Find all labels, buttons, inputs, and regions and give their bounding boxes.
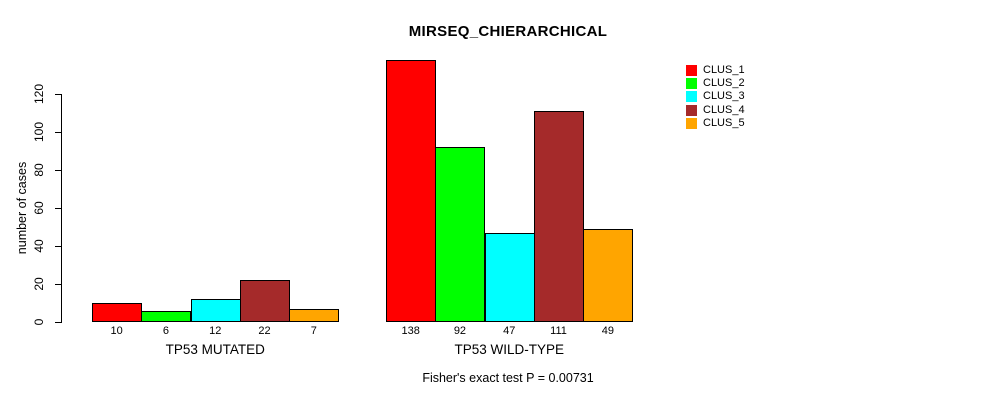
chart-title: MIRSEQ_CHIERARCHICAL [408,23,608,40]
y-axis-tick [55,246,61,247]
bar-value-label: 10 [110,325,123,337]
y-axis-tick-label: 0 [32,318,46,326]
y-axis-tick [55,132,61,133]
bar-clus_5-group2 [583,229,633,322]
bar-value-label: 22 [258,325,271,337]
legend-item-clus_5: CLUS_5 [686,117,745,130]
y-axis-tick-label: 120 [32,83,46,105]
y-axis-tick [55,170,61,171]
y-axis-tick-label: 100 [32,121,46,143]
group-label: TP53 MUTATED [165,342,265,357]
bar-clus_3-group1 [191,299,241,322]
bar-clus_1-group1 [92,303,142,322]
bar-value-label: 49 [601,325,614,337]
legend: CLUS_1 CLUS_2 CLUS_3 CLUS_4 CLUS_5 [686,64,745,130]
pvalue-annotation: Fisher's exact test P = 0.00731 [422,371,594,385]
legend-color-swatch-icon [686,91,697,103]
legend-item-clus_4: CLUS_4 [686,104,745,117]
y-axis-tick-label: 40 [32,239,46,253]
bar-value-label: 138 [401,325,420,337]
legend-label: CLUS_4 [703,103,745,116]
group-label: TP53 WILD-TYPE [454,342,565,357]
y-axis-tick-label: 20 [32,277,46,291]
bar-value-label: 92 [453,325,467,337]
y-axis-tick [55,322,61,323]
y-axis-title: number of cases [15,161,29,255]
bar-value-label: 47 [503,325,516,337]
y-axis-tick [55,208,61,209]
bar-clus_5-group1 [289,309,339,322]
bar-clus_2-group2 [435,147,485,322]
y-axis-tick-label: 60 [32,201,46,215]
legend-item-clus_1: CLUS_1 [686,64,745,77]
legend-item-clus_3: CLUS_3 [686,90,745,103]
bar-clus_2-group1 [141,311,191,322]
y-axis-tick-label: 80 [32,163,46,177]
y-axis-tick [55,94,61,95]
bar-value-label: 7 [310,325,317,337]
bar-clus_1-group2 [386,60,436,322]
legend-color-swatch-icon [686,117,697,129]
legend-color-swatch-icon [686,65,697,77]
bar-value-label: 12 [209,325,222,337]
bar-clus_4-group1 [240,280,290,322]
legend-color-swatch-icon [686,104,697,116]
y-axis-line [61,94,62,323]
legend-item-clus_2: CLUS_2 [686,77,745,90]
legend-label: CLUS_1 [703,64,745,77]
legend-label: CLUS_3 [703,90,745,103]
legend-label: CLUS_2 [703,77,745,90]
bar-value-label: 6 [162,325,169,337]
legend-color-swatch-icon [686,78,697,90]
bar-clus_4-group2 [534,111,584,322]
bar-value-label: 111 [550,325,567,337]
y-axis-tick [55,284,61,285]
bar-clus_3-group2 [485,233,535,322]
legend-label: CLUS_5 [703,116,745,129]
